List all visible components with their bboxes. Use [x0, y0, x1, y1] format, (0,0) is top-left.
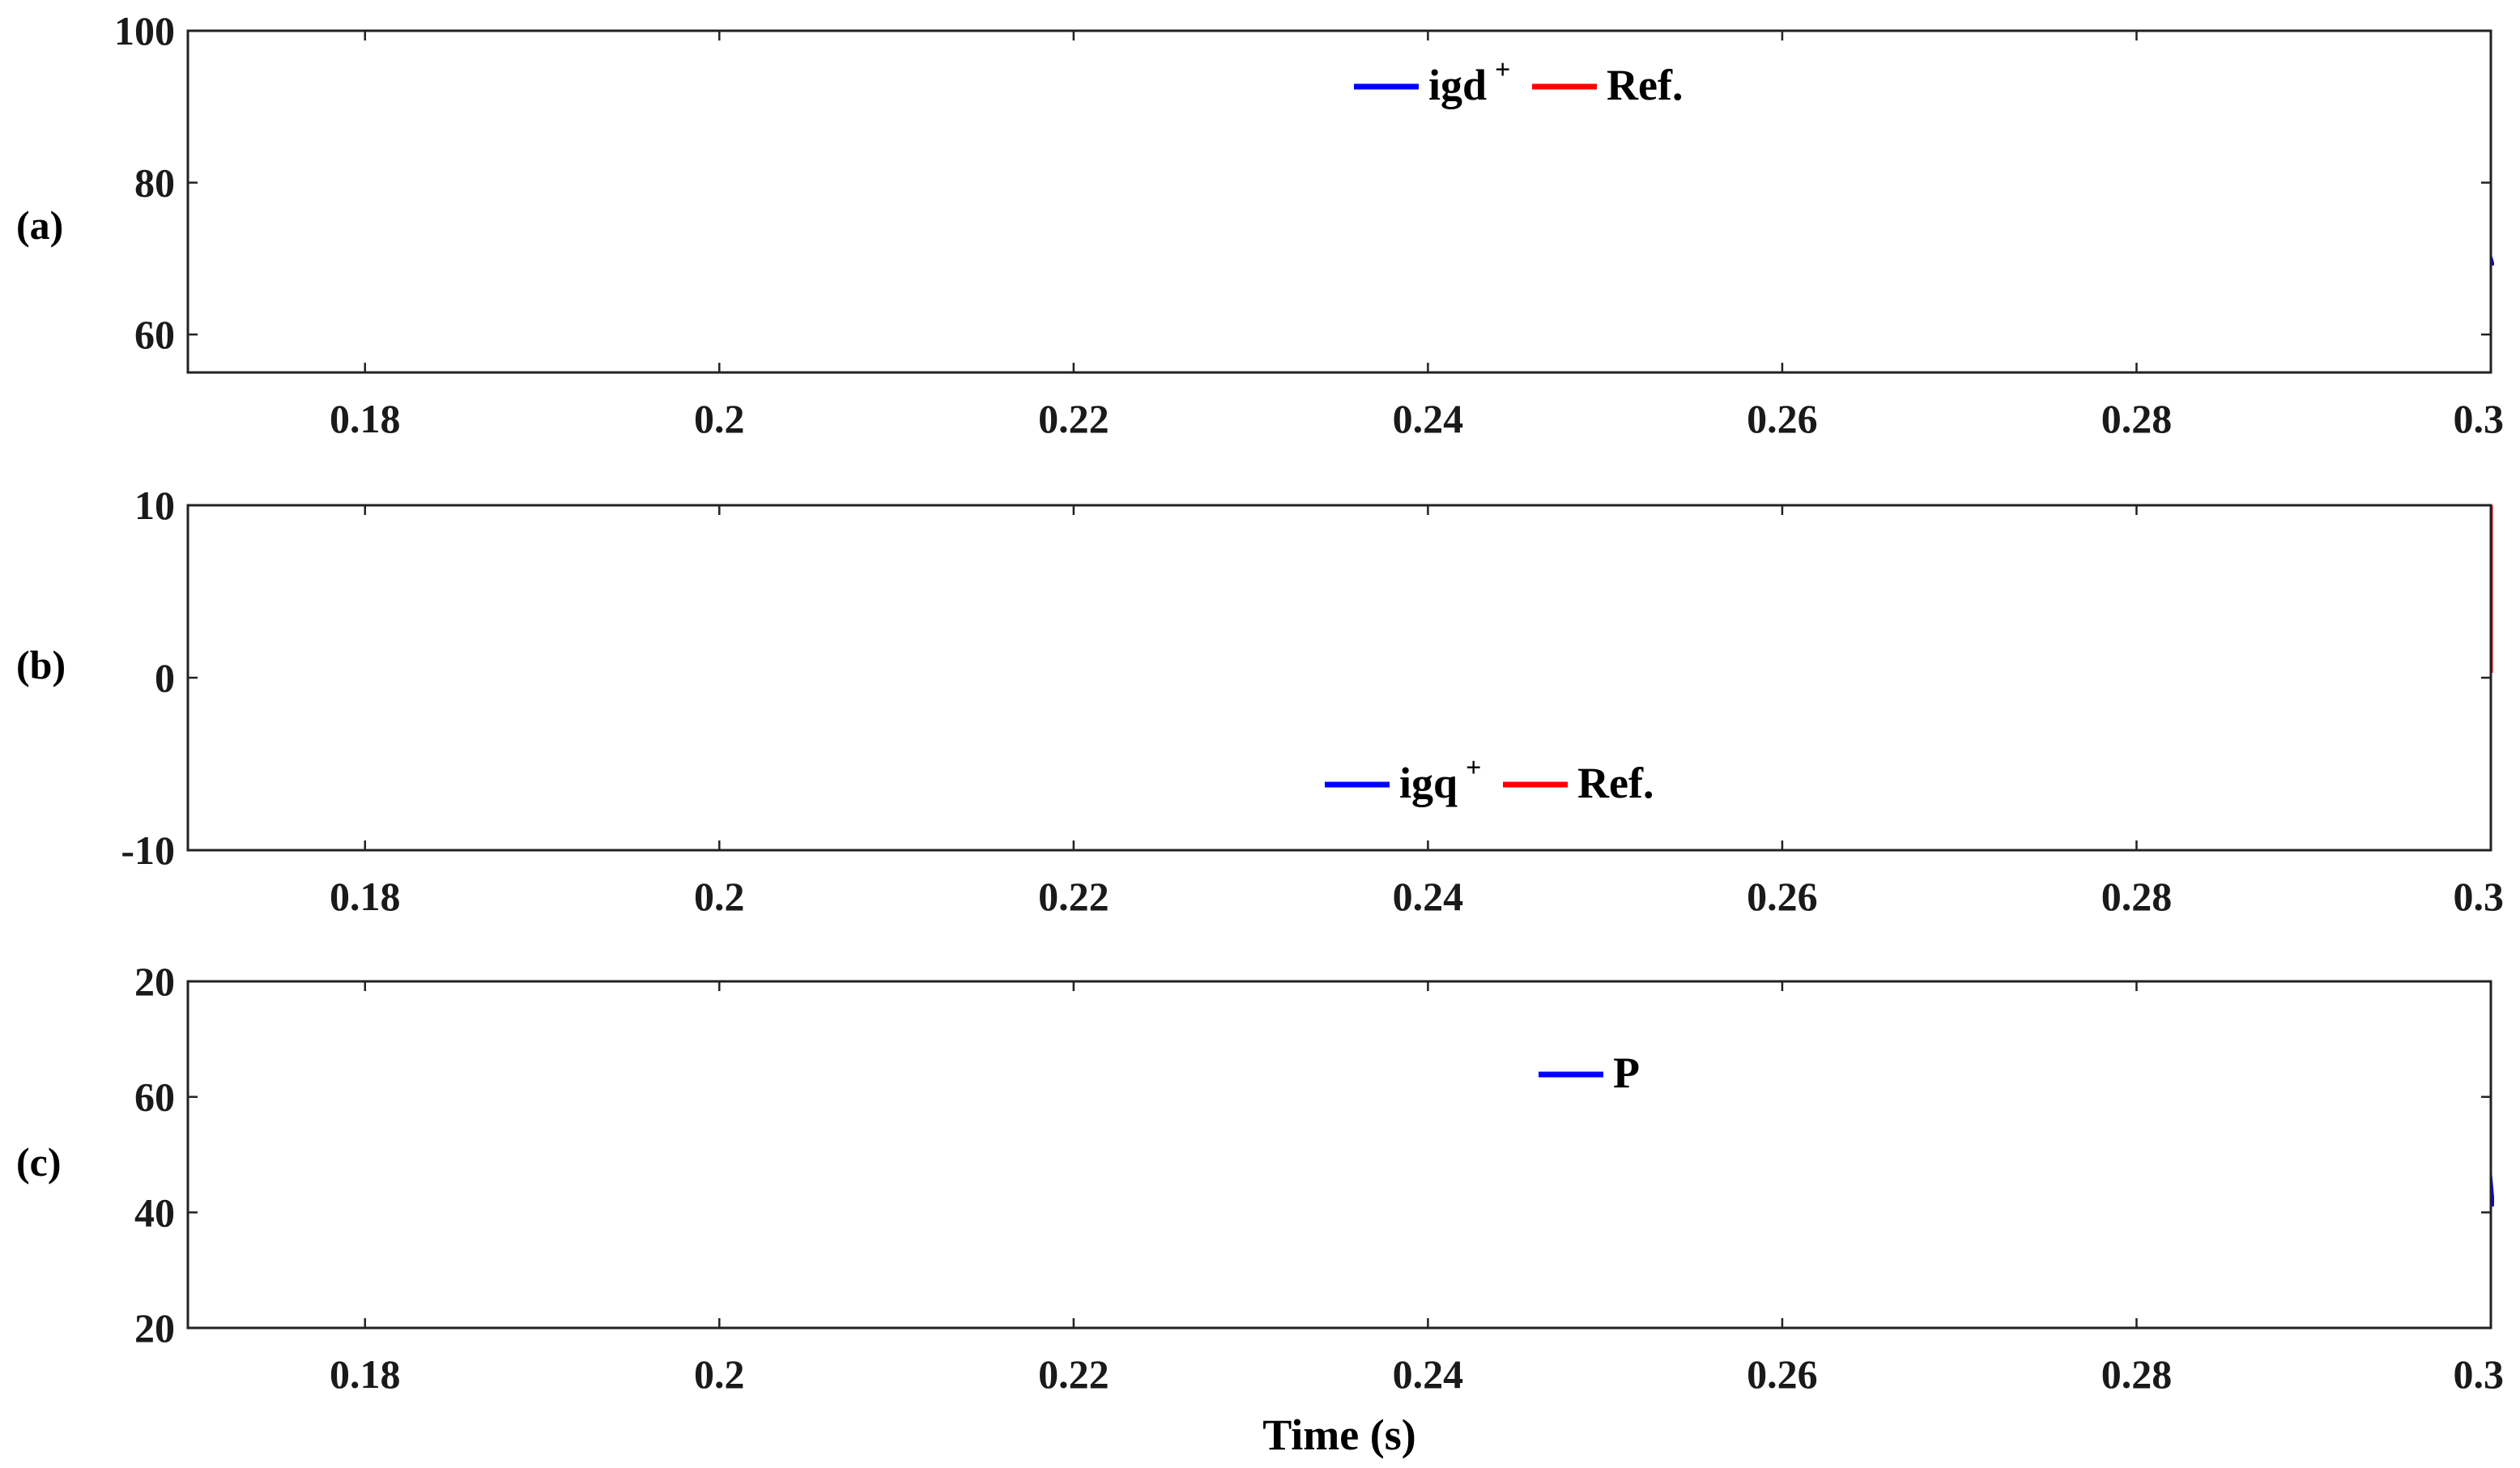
- x-tick-label: 0.18: [330, 396, 401, 441]
- y-tick-label: 100: [114, 8, 175, 53]
- panel-label: (a): [16, 202, 63, 248]
- x-tick-label: 0.22: [1038, 396, 1109, 441]
- x-tick-label: 0.26: [1747, 874, 1818, 919]
- y-tick-label: 60: [134, 1074, 175, 1120]
- legend-entry-label: Ref.: [1577, 759, 1654, 807]
- panel-b: 0.18 0.2 0.22 0.24 0.26 0.28 0.3 -10 0 10 (b) igq + R…: [16, 483, 2504, 919]
- y-tick-label: 10: [134, 483, 175, 528]
- x-tick-label: 0.2: [694, 874, 745, 919]
- legend-entry-superscript: +: [1466, 753, 1481, 783]
- legend: igq + Ref.: [1317, 753, 1678, 812]
- x-tick-label: 0.24: [1393, 1351, 1464, 1397]
- y-tick-label: 20: [134, 1305, 175, 1351]
- y-tick-label: 80: [134, 160, 175, 206]
- legend-entry-label: igq: [1399, 759, 1458, 807]
- legend-entry-label: P: [1613, 1049, 1640, 1097]
- panel-label: (b): [16, 642, 66, 687]
- panel-label: (c): [16, 1139, 62, 1185]
- x-tick-label: 0.24: [1393, 396, 1464, 441]
- x-tick-label: 0.28: [2101, 396, 2173, 441]
- x-tick-label: 0.28: [2101, 1351, 2173, 1397]
- x-tick-label: 0.2: [694, 1351, 745, 1397]
- x-tick-label: 0.3: [2454, 396, 2505, 441]
- y-tick-label: 60: [134, 312, 175, 357]
- axes-box: [186, 980, 2492, 1330]
- y-tick-label: -10: [121, 828, 175, 873]
- legend: P: [1530, 1045, 1650, 1102]
- x-tick-label: 0.26: [1747, 396, 1818, 441]
- axes-box: [186, 29, 2492, 374]
- x-tick-label: 0.24: [1393, 874, 1464, 919]
- x-tick-label: 0.18: [330, 1351, 401, 1397]
- x-tick-label: 0.22: [1038, 874, 1109, 919]
- legend-entry-label: Ref.: [1607, 61, 1683, 109]
- legend: igd + Ref.: [1346, 55, 1707, 114]
- y-tick-label: 20: [134, 959, 175, 1004]
- x-tick-label: 0.3: [2454, 874, 2505, 919]
- y-tick-label: 40: [134, 1189, 175, 1235]
- panel-a: 0.18 0.2 0.22 0.24 0.26 0.28 0.3 60 80 100 (a) igd +…: [16, 8, 2504, 441]
- x-tick-label: 0.2: [694, 396, 745, 441]
- x-tick-label: 0.3: [2454, 1351, 2505, 1397]
- x-tick-label: 0.18: [330, 874, 401, 919]
- x-tick-label: 0.26: [1747, 1351, 1818, 1397]
- legend-entry-superscript: +: [1495, 55, 1510, 85]
- legend-entry-label: igd: [1428, 61, 1487, 109]
- y-tick-label: 0: [155, 655, 175, 700]
- x-tick-label: 0.28: [2101, 874, 2173, 919]
- panel-c: 0.18 0.2 0.22 0.24 0.26 0.28 0.3 20 40 60 20 (c) P: [16, 959, 2504, 1397]
- x-axis-label: Time (s): [1262, 1411, 1415, 1459]
- x-tick-label: 0.22: [1038, 1351, 1109, 1397]
